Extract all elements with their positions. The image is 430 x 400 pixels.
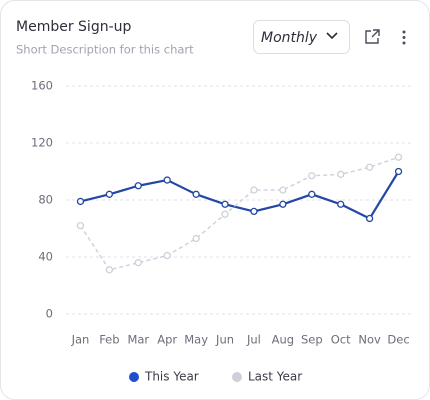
- series-line: [79, 156, 399, 271]
- more-icon[interactable]: [402, 30, 406, 45]
- legend-label: This Year: [144, 370, 199, 384]
- point-marker: [365, 214, 374, 223]
- point-marker: [192, 234, 200, 243]
- point-marker: [308, 190, 316, 198]
- point-marker: [394, 153, 403, 161]
- more-dot[interactable]: [402, 36, 406, 39]
- more-dot[interactable]: [402, 41, 406, 45]
- point-marker: [76, 197, 85, 206]
- legend-swatch: [129, 372, 139, 382]
- legend-label: Last Year: [248, 370, 302, 384]
- chart-subtitle: Short Description for this chart: [16, 43, 194, 57]
- x-tick-label: Jul: [246, 333, 261, 347]
- point-marker: [279, 186, 287, 194]
- point-marker: [134, 259, 142, 267]
- point-marker: [76, 221, 85, 230]
- x-tick-label: Oct: [331, 333, 351, 347]
- x-tick-label: Apr: [157, 333, 177, 347]
- point-marker: [250, 186, 258, 194]
- expand-frame[interactable]: [365, 30, 379, 44]
- expand-icon[interactable]: [365, 29, 380, 44]
- x-tick-label: Dec: [387, 333, 409, 347]
- point-marker: [221, 200, 229, 208]
- point-marker: [337, 200, 345, 208]
- point-marker: [365, 163, 374, 171]
- point-marker: [221, 210, 229, 218]
- point-marker: [279, 200, 287, 208]
- x-tick-label: Mar: [127, 333, 149, 347]
- expand-arrow[interactable]: [371, 29, 380, 38]
- point-marker: [163, 176, 171, 184]
- point-marker: [105, 266, 114, 274]
- x-tick-label: Jun: [215, 333, 234, 347]
- more-dot[interactable]: [402, 30, 406, 34]
- y-tick-label: 40: [38, 250, 53, 264]
- period-dropdown[interactable]: Monthly: [253, 20, 350, 54]
- dropdown-box[interactable]: [253, 20, 350, 54]
- dropdown-label[interactable]: Monthly: [261, 30, 318, 46]
- y-tick-label: 0: [46, 307, 53, 321]
- y-tick-label: 160: [31, 79, 53, 93]
- y-tick-label: 80: [38, 193, 53, 207]
- y-tick-label: 120: [31, 136, 53, 150]
- point-marker: [250, 207, 258, 216]
- point-marker: [337, 170, 345, 179]
- point-marker: [192, 190, 200, 198]
- dropdown-chevron[interactable]: [326, 32, 338, 40]
- point-marker: [394, 167, 403, 176]
- chart-title: Member Sign-up: [16, 19, 131, 35]
- point-marker: [134, 182, 142, 190]
- point-marker: [105, 190, 114, 198]
- legend-swatch: [232, 372, 242, 382]
- x-tick-label: Sep: [301, 333, 323, 347]
- point-marker: [163, 251, 171, 260]
- x-tick-label: Feb: [99, 333, 119, 347]
- point-marker: [308, 172, 316, 180]
- x-tick-label: Jan: [71, 333, 90, 347]
- x-tick-label: Nov: [358, 333, 381, 347]
- series-line: [80, 170, 400, 220]
- x-tick-label: Aug: [272, 333, 294, 347]
- x-tick-label: May: [184, 333, 208, 347]
